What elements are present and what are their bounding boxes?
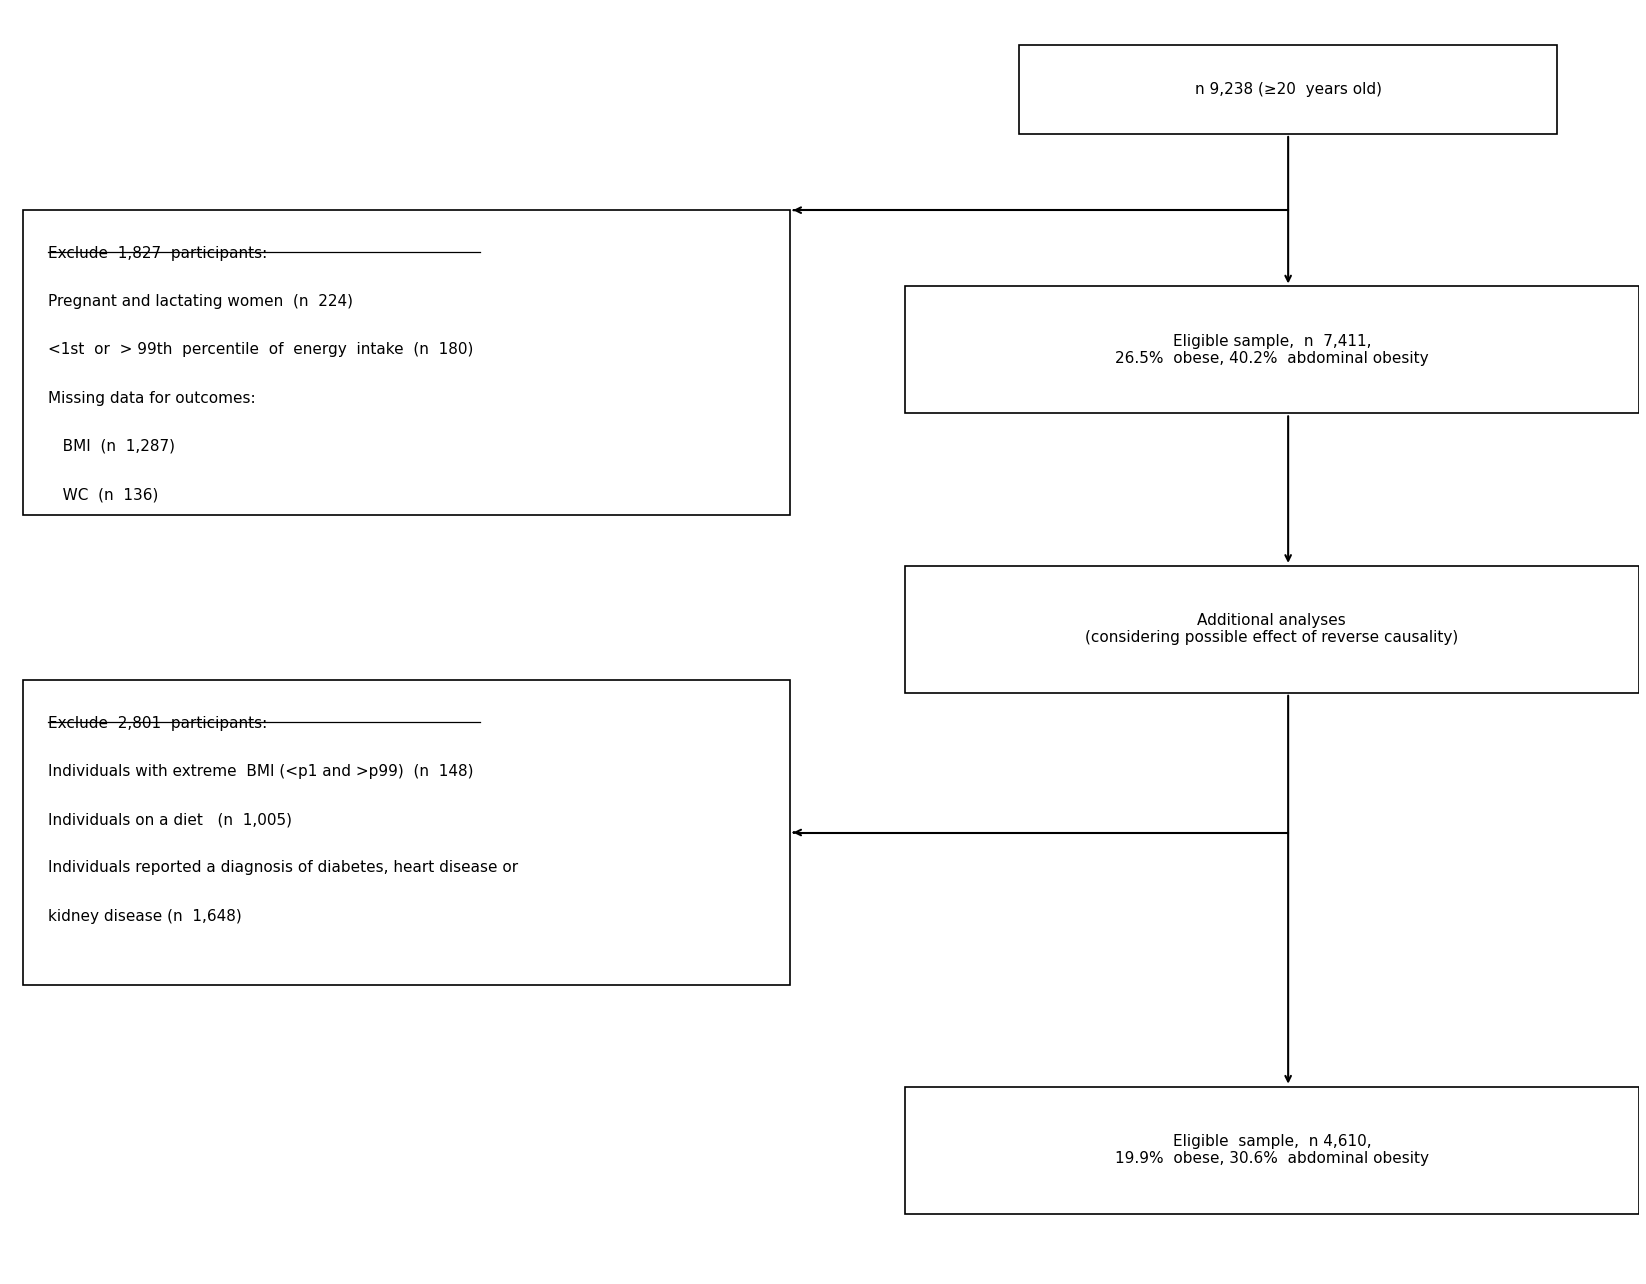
Text: Individuals on a diet   (n  1,005): Individuals on a diet (n 1,005): [48, 813, 291, 827]
Text: <1st  or  > 99th  percentile  of  energy  intake  (n  180): <1st or > 99th percentile of energy inta…: [48, 343, 472, 357]
FancyBboxPatch shape: [905, 286, 1639, 413]
Text: Individuals with extreme  BMI (<p1 and >p99)  (n  148): Individuals with extreme BMI (<p1 and >p…: [48, 764, 474, 779]
FancyBboxPatch shape: [905, 566, 1639, 693]
Text: n 9,238 (≥20  years old): n 9,238 (≥20 years old): [1195, 82, 1381, 98]
Text: Individuals reported a diagnosis of diabetes, heart disease or: Individuals reported a diagnosis of diab…: [48, 860, 518, 876]
Text: Missing data for outcomes:: Missing data for outcomes:: [48, 390, 255, 406]
Text: Exclude  1,827  participants:: Exclude 1,827 participants:: [48, 245, 267, 261]
Text: Additional analyses
(considering possible effect of reverse causality): Additional analyses (considering possibl…: [1085, 612, 1458, 646]
FancyBboxPatch shape: [23, 211, 790, 515]
FancyBboxPatch shape: [1019, 45, 1557, 134]
Text: WC  (n  136): WC (n 136): [48, 487, 158, 502]
Text: Exclude  2,801  participants:: Exclude 2,801 participants:: [48, 715, 267, 731]
Text: kidney disease (n  1,648): kidney disease (n 1,648): [48, 909, 242, 923]
Text: Eligible sample,  n  7,411,
26.5%  obese, 40.2%  abdominal obesity: Eligible sample, n 7,411, 26.5% obese, 4…: [1114, 334, 1429, 366]
FancyBboxPatch shape: [23, 681, 790, 985]
FancyBboxPatch shape: [905, 1086, 1639, 1213]
Text: Eligible  sample,  n 4,610,
19.9%  obese, 30.6%  abdominal obesity: Eligible sample, n 4,610, 19.9% obese, 3…: [1114, 1134, 1429, 1166]
Text: Pregnant and lactating women  (n  224): Pregnant and lactating women (n 224): [48, 294, 352, 309]
Text: BMI  (n  1,287): BMI (n 1,287): [48, 439, 174, 453]
